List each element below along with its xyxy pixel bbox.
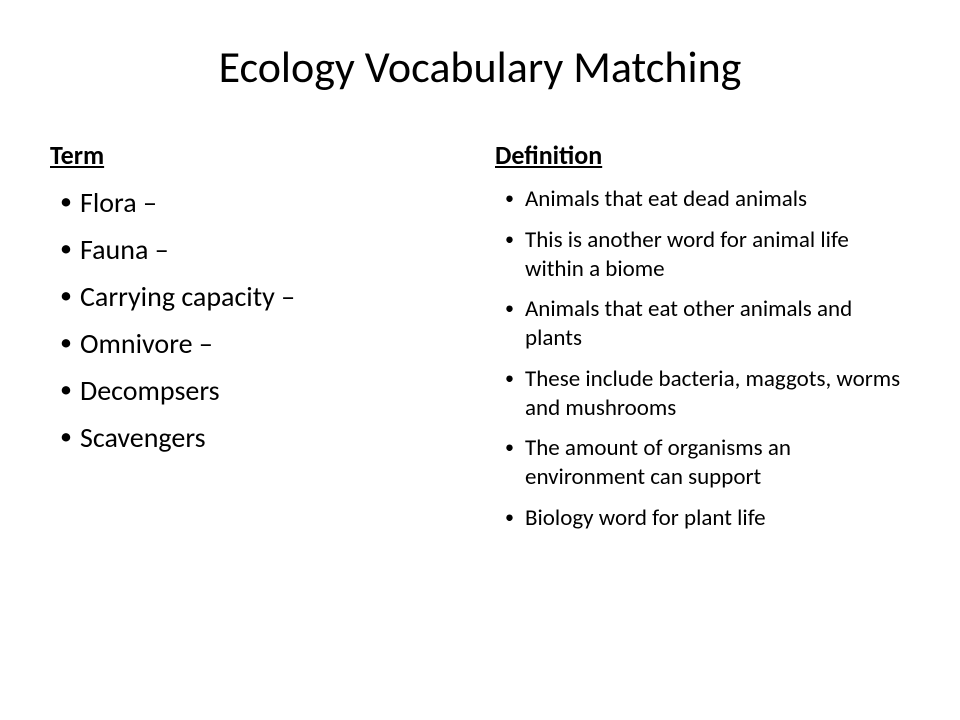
term-header: Term	[50, 139, 465, 171]
list-item: Animals that eat other animals and plant…	[495, 295, 910, 353]
list-item: These include bacteria, maggots, worms a…	[495, 365, 910, 423]
list-item: Carrying capacity –	[50, 279, 465, 314]
definition-list: Animals that eat dead animals This is an…	[495, 185, 910, 533]
list-item: Biology word for plant life	[495, 504, 910, 533]
list-item: Scavengers	[50, 420, 465, 455]
list-item: Omnivore –	[50, 326, 465, 361]
list-item: Flora –	[50, 185, 465, 220]
definition-column: Definition Animals that eat dead animals…	[495, 139, 910, 545]
list-item: Decompsers	[50, 373, 465, 408]
slide-title: Ecology Vocabulary Matching	[50, 40, 910, 94]
list-item: Fauna –	[50, 232, 465, 267]
list-item: This is another word for animal life wit…	[495, 226, 910, 284]
list-item: Animals that eat dead animals	[495, 185, 910, 214]
list-item: The amount of organisms an environment c…	[495, 434, 910, 492]
content-columns: Term Flora – Fauna – Carrying capacity –…	[50, 139, 910, 545]
definition-header: Definition	[495, 139, 910, 171]
term-list: Flora – Fauna – Carrying capacity – Omni…	[50, 185, 465, 455]
term-column: Term Flora – Fauna – Carrying capacity –…	[50, 139, 465, 545]
